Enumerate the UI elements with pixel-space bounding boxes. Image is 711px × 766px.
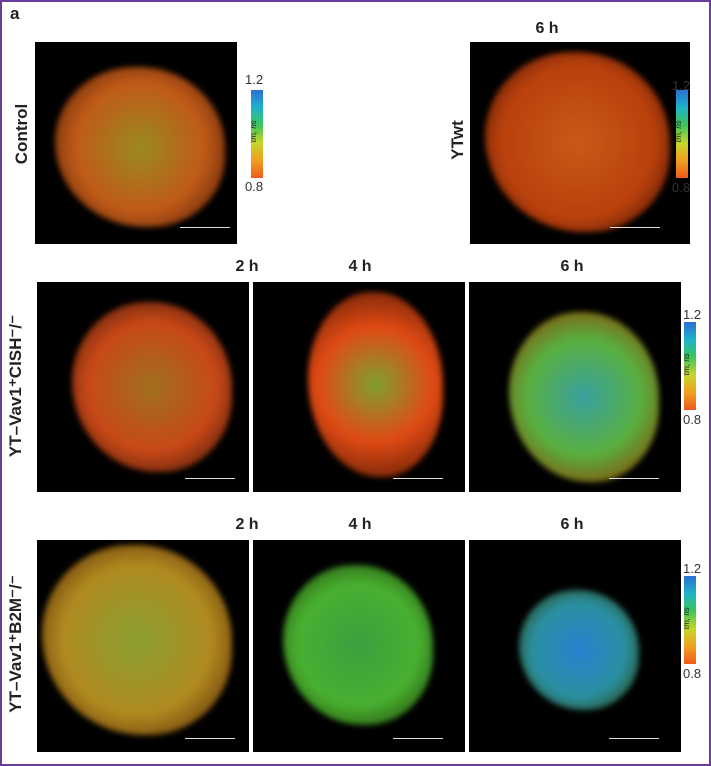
title-6h: 6 h bbox=[560, 258, 584, 275]
micrograph-ytwt-6h bbox=[470, 42, 690, 244]
colorbar-min: 0.8 bbox=[672, 180, 691, 195]
colorbar-unit: τm, ns bbox=[673, 120, 683, 143]
panel-label: a bbox=[10, 4, 20, 23]
colorbar-min: 0.8 bbox=[683, 666, 702, 681]
colorbar-max: 1.2 bbox=[683, 561, 702, 576]
colorbar-unit: τm, ns bbox=[248, 120, 258, 143]
row-label-b2m: YT–Vav1⁺B2M⁻/⁻ bbox=[6, 575, 25, 713]
colorbar-max: 1.2 bbox=[245, 72, 264, 87]
colorbar bbox=[684, 322, 696, 410]
colorbar-unit: τm, ns bbox=[681, 353, 691, 376]
row-label-cish: YT–Vav1⁺CISH⁻/⁻ bbox=[6, 314, 25, 458]
colorbar-max: 1.2 bbox=[672, 78, 691, 93]
micrograph-b2m-6h bbox=[469, 540, 681, 752]
colorbar-min: 0.8 bbox=[683, 412, 702, 427]
title-4h: 4 h bbox=[348, 258, 372, 275]
colorbar bbox=[684, 576, 696, 664]
micrograph-b2m-2h bbox=[37, 540, 249, 752]
colorbar-max: 1.2 bbox=[683, 307, 702, 322]
micrograph-b2m-4h bbox=[253, 540, 465, 752]
row-label-ytwt: YTwt bbox=[448, 120, 467, 160]
colorbar-min: 0.8 bbox=[245, 179, 264, 194]
title-2h: 2 h bbox=[235, 516, 259, 533]
colorbar bbox=[676, 90, 688, 178]
title-4h: 4 h bbox=[348, 516, 372, 533]
micrograph-cish-2h bbox=[37, 282, 249, 492]
colorbar bbox=[251, 90, 263, 178]
colorbar-unit: τm, ns bbox=[681, 607, 691, 630]
title-6h: 6 h bbox=[560, 516, 584, 533]
title-2h: 2 h bbox=[235, 258, 259, 275]
micrograph-control bbox=[35, 42, 237, 244]
micrograph-cish-4h bbox=[253, 282, 465, 492]
row-label-control: Control bbox=[12, 103, 31, 165]
micrograph-cish-6h bbox=[469, 282, 681, 492]
title-6h: 6 h bbox=[535, 20, 559, 37]
